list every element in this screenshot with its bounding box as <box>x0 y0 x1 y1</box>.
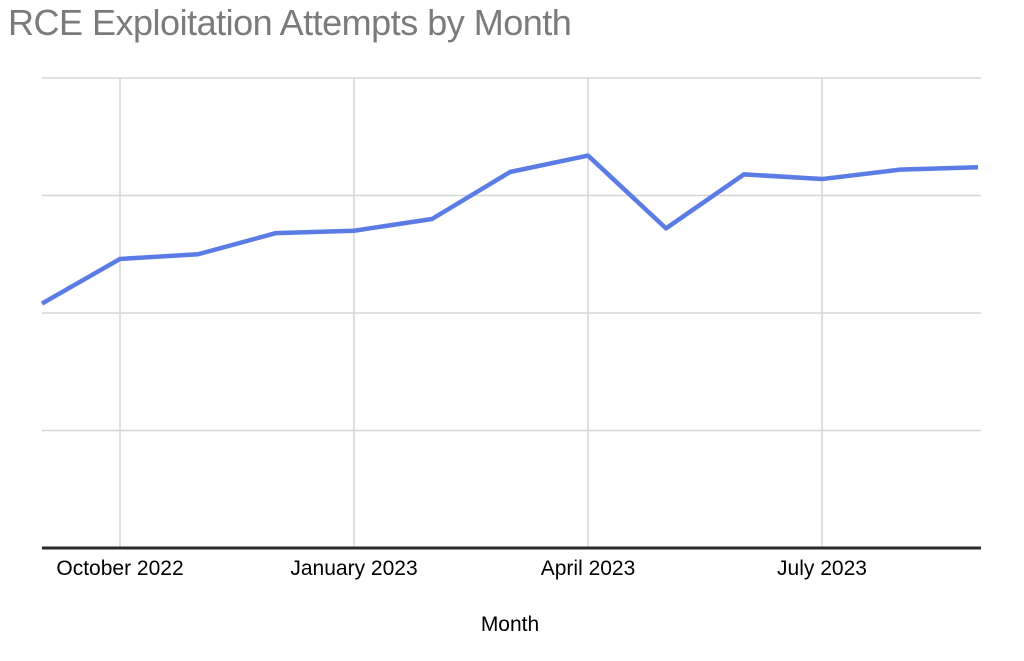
x-tick-label: July 2023 <box>777 557 867 580</box>
series-line <box>40 153 979 306</box>
x-axis-title: Month <box>480 613 540 636</box>
chart-title: RCE Exploitation Attempts by Month <box>8 2 572 43</box>
x-tick-label: April 2023 <box>540 557 636 580</box>
x-tick-label: January 2023 <box>290 557 418 580</box>
x-tick-label: October 2022 <box>56 557 184 580</box>
